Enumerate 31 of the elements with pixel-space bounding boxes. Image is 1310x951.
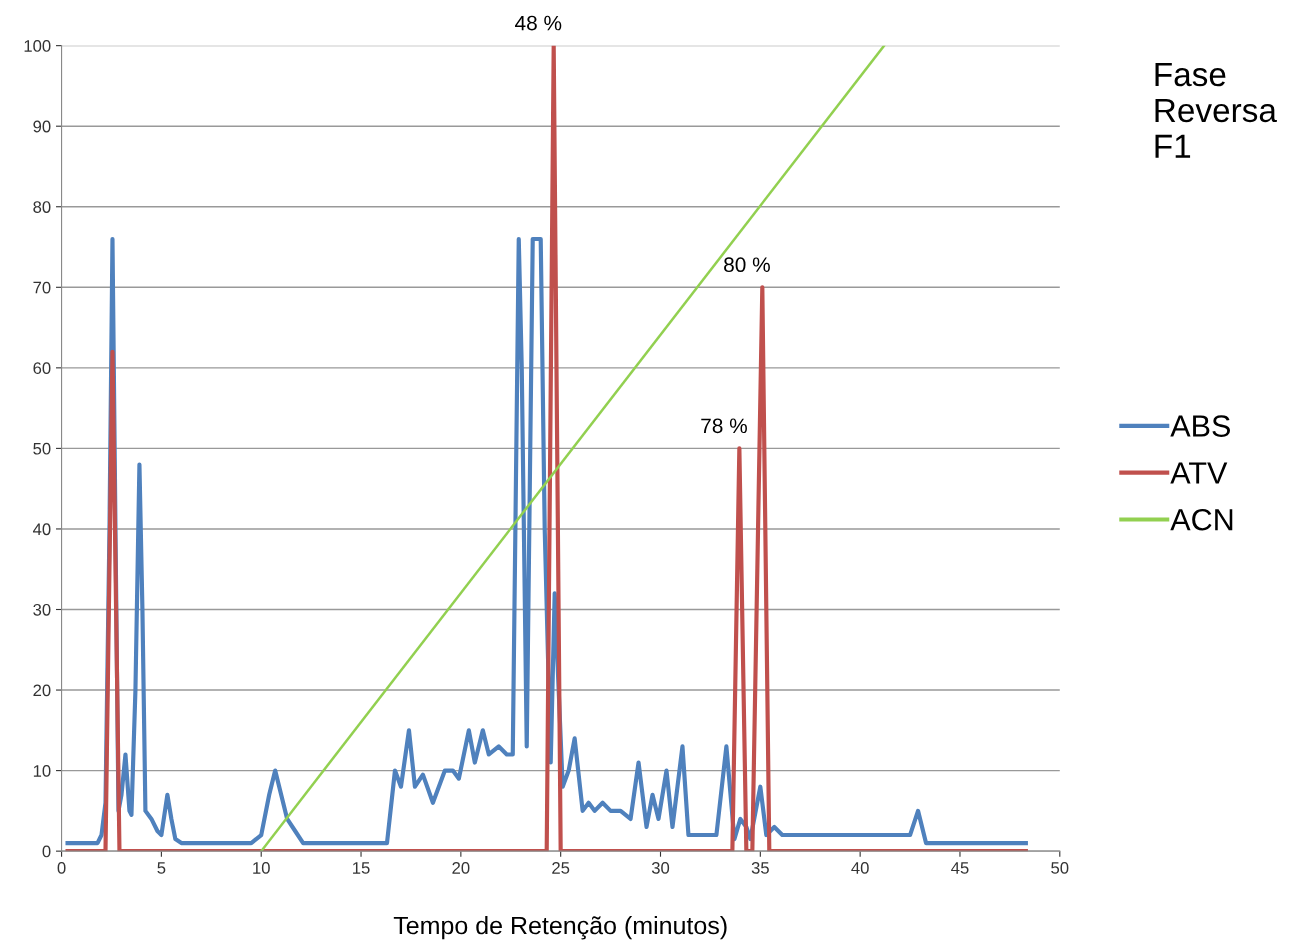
x-tick-label: 25: [552, 862, 570, 874]
x-tick-label: 40: [851, 862, 869, 874]
x-tick-label: 5: [157, 862, 166, 874]
legend-label: ATV: [1170, 462, 1228, 484]
y-tick-label: 50: [33, 442, 51, 455]
y-tick-label: 30: [33, 603, 51, 616]
legend-label: ACN: [1170, 508, 1233, 531]
x-tick-label: 20: [452, 862, 470, 874]
x-axis-title: Tempo de Retenção (minutos): [393, 915, 727, 940]
x-tick-label: 50: [1051, 862, 1069, 874]
y-tick-label: 20: [33, 684, 51, 697]
x-tick-label: 15: [353, 862, 370, 874]
y-tick-label: 70: [33, 281, 51, 294]
y-tick-label: 80: [33, 201, 51, 213]
legend-label: ABS: [1170, 415, 1230, 437]
line-series: [65, 45, 1028, 852]
text: Fase Reversa F1: [1155, 63, 1277, 158]
x-tick-label: 0: [57, 862, 66, 874]
y-tick-label: 10: [33, 765, 51, 777]
x-tick-label: 10: [253, 862, 270, 874]
y-tick-label: 60: [33, 362, 51, 375]
annotation: 48 %: [515, 15, 562, 31]
y-tick-label: 90: [33, 120, 51, 133]
y-tick-label: 40: [33, 523, 51, 536]
x-tick-label: 35: [751, 862, 769, 874]
annotation: 78 %: [701, 418, 747, 434]
x-tick-label: 45: [951, 862, 969, 874]
y-tick-label: 0: [42, 845, 51, 858]
y-tick-label: 100: [24, 40, 51, 52]
annotation: 80 %: [724, 257, 770, 273]
x-tick-label: 30: [651, 862, 670, 874]
